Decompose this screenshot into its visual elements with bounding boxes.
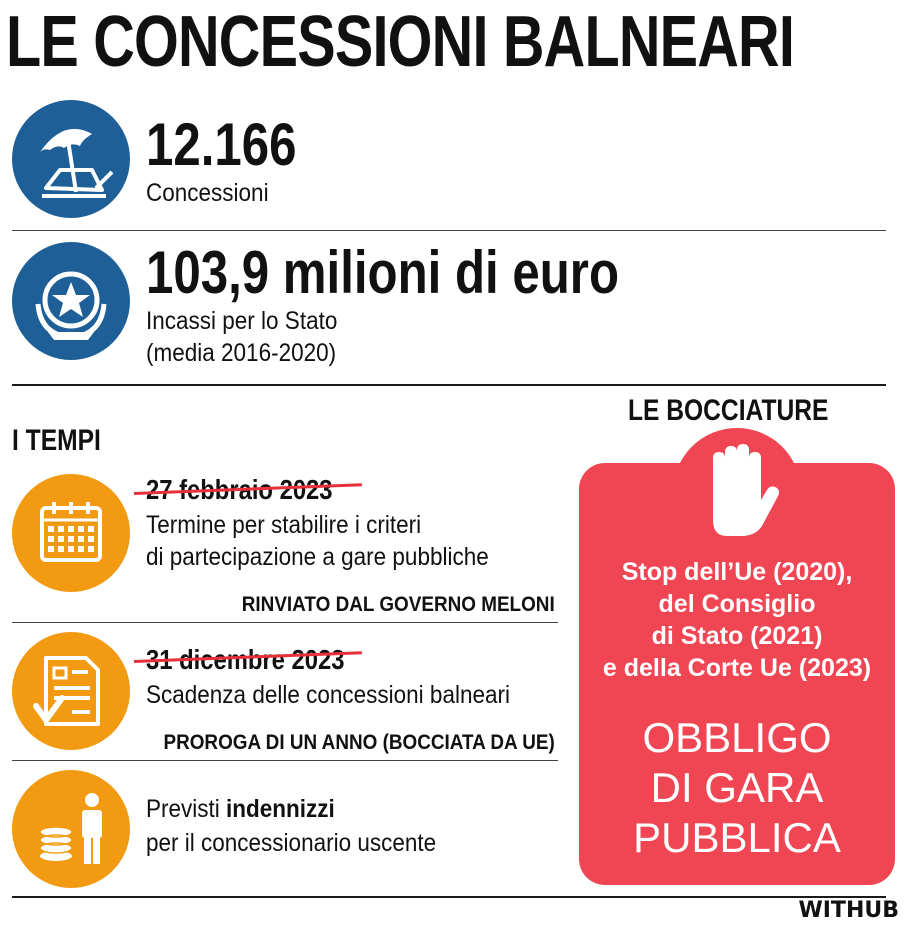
bocciature-big-1: OBBLIGO (642, 714, 832, 761)
bocciature-big-2: DI GARA (650, 764, 824, 811)
bocciature-line-4: e della Corte Ue (2023) (602, 654, 872, 682)
bocciature-line-3: di Stato (2021) (651, 622, 823, 650)
stat-incassi-label-line2: (media 2016-2020) (146, 339, 337, 367)
stat-incassi-label-line1: Incassi per lo Stato (146, 307, 338, 335)
bocciature-line-2: del Consiglio (658, 590, 816, 618)
document-check-icon (12, 632, 130, 750)
stat-concessioni-label: Concessioni (146, 179, 269, 207)
brand-logo: WITHUB (798, 898, 899, 923)
timeline-desc-3a: Previsti indennizzi (146, 794, 335, 825)
stop-hand-icon (673, 428, 801, 556)
timeline-desc-1b: di partecipazione a gare pubbliche (146, 543, 489, 571)
timeline-desc-2: Scadenza delle concessioni balneari (146, 681, 510, 709)
divider (12, 760, 558, 761)
timeline-tag-1: RINVIATO DAL GOVERNO MELONI (242, 593, 555, 616)
bocciature-line-1: Stop dell’Ue (2020), (621, 558, 853, 586)
bocciature-big-3: PUBBLICA (633, 814, 841, 861)
calendar-icon (12, 474, 130, 592)
stat-concessioni-value: 12.166 (146, 111, 297, 178)
timeline-tag-2: PROROGA DI UN ANNO (BOCCIATA DA UE) (163, 731, 555, 754)
timeline-desc-3b: per il concessionario uscente (146, 829, 437, 857)
bottom-divider (12, 896, 886, 898)
state-emblem-icon (12, 242, 130, 360)
divider (12, 622, 558, 623)
indennizzi-bold: indennizzi (226, 795, 335, 823)
section-divider (12, 384, 886, 386)
timeline-desc-1a: Termine per stabilire i criteri (146, 511, 422, 539)
bocciature-heading: LE BOCCIATURE (628, 394, 829, 427)
page-title: LE CONCESSIONI BALNEARI (6, 2, 795, 82)
timeline-heading: I TEMPI (12, 424, 101, 457)
divider (12, 230, 886, 231)
beach-umbrella-icon (12, 100, 130, 218)
stat-incassi-value: 103,9 milioni di euro (146, 239, 619, 306)
coins-person-icon (12, 770, 130, 888)
indennizzi-prefix: Previsti (146, 795, 227, 823)
